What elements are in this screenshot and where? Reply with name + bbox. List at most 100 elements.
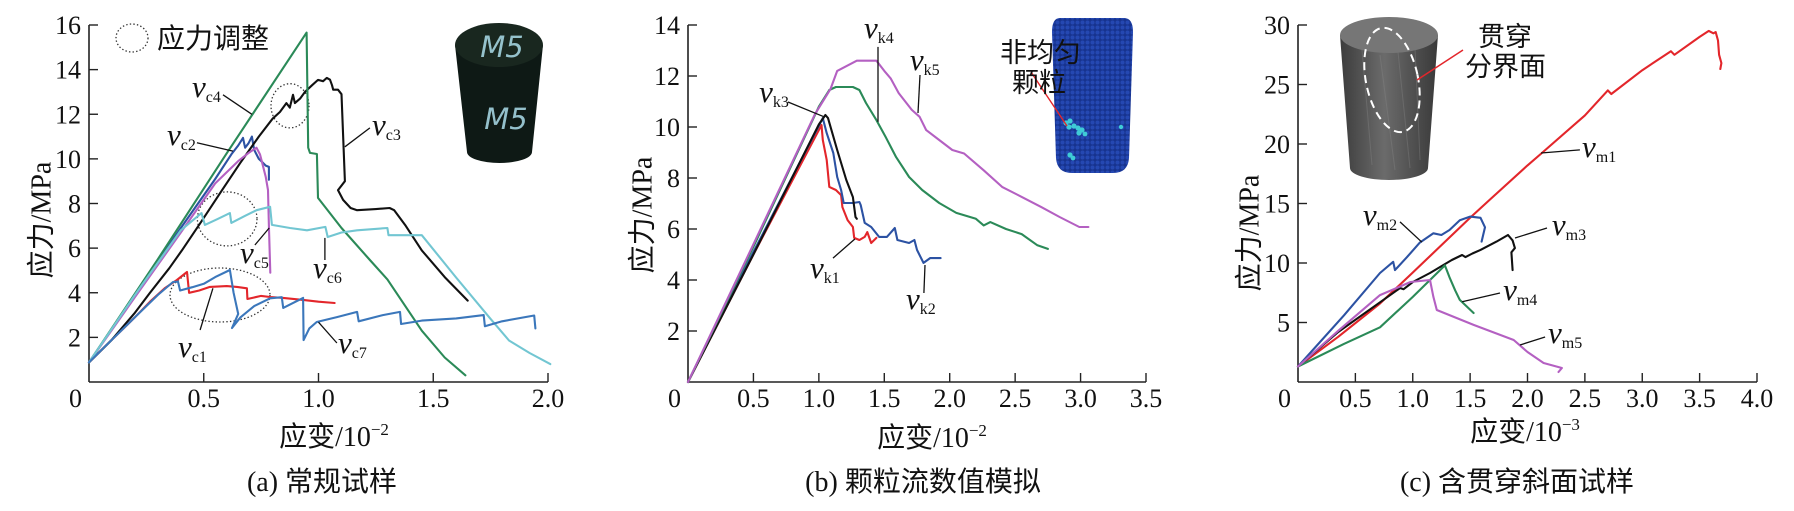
series-label-subscript: m5 [1562,335,1582,352]
series-label-vm2: vm2 [1363,197,1397,234]
x-axis-title-text: 应变/10 [1470,416,1562,448]
leader-line-vc5 [254,227,270,246]
series-label-vc4: vc4 [192,69,221,106]
specimen-body [1340,35,1438,180]
particle [1076,130,1082,136]
y-tick-label: 5 [1277,309,1290,338]
series-label-vm3: vm3 [1552,207,1586,244]
y-tick-label: 4 [68,279,81,308]
series-label-subscript: k3 [773,94,789,111]
leader-line-vm3 [1514,227,1548,239]
leader-line-vm2 [1399,221,1423,243]
particle [1118,124,1124,130]
series-label-vc1: vc1 [178,329,207,366]
series-label-subscript: c6 [327,270,342,287]
series-label-symbol: v [906,281,920,316]
leader-line-vc2 [196,142,234,152]
callout-label-line-2: 颗粒 [1012,68,1066,99]
x-axis-title-exponent: −2 [371,420,389,439]
series-line-vc1 [87,270,336,364]
series-label-subscript: c5 [254,255,269,272]
series-line-vc7 [87,268,537,364]
series-label-vm5: vm5 [1548,315,1582,352]
series-label-symbol: v [1548,315,1562,350]
leader-line-vm4 [1461,292,1501,303]
x-axis-title: 应变/10−3 [1470,415,1580,448]
legend-symbol-dotted-circle [115,23,149,53]
x-tick-label: 0.5 [188,384,221,413]
series-label-vc3: vc3 [372,107,401,144]
y-tick-label: 14 [55,56,81,85]
x-tick-label: 2.5 [1569,384,1602,413]
y-tick-label: 12 [654,62,680,91]
y-tick-label: 2 [68,323,81,352]
x-axis-title: 应变/10−2 [279,420,389,453]
chart-c-penetrating-plane-specimen: 贯穿 分界面 0 0.5 1.0 1.5 2.0 2.5 3.0 3.5 4.0 5 10 15 20 2… [1234,11,1774,498]
specimen-top-face [1340,17,1438,53]
x-tick-label: 2.0 [1511,384,1544,413]
series-line-vc4 [87,31,467,377]
y-tick-label: 14 [654,11,680,40]
x-tick-label: 3.0 [1064,384,1097,413]
series-label-subscript: k2 [920,301,936,318]
series-label-symbol: v [1503,272,1517,307]
series-line-vm1 [1296,29,1723,368]
legend-label: 应力调整 [157,23,269,55]
callout-line [1030,71,1068,127]
x-tick-label: 0.5 [737,384,770,413]
texture-streak [1414,47,1421,161]
y-tick-label: 4 [667,266,680,295]
x-axis-title-text: 应变/10 [877,422,969,454]
series-line-vc2 [87,135,270,364]
series-line-vk5 [686,59,1090,384]
leader-line-vc4 [222,94,253,115]
series-label-symbol: v [338,325,352,360]
series-label-subscript: k1 [824,270,840,287]
series-label-subscript: m1 [1596,149,1616,166]
series-line-vm5 [1296,278,1563,374]
series-line-vk4 [686,85,1049,384]
stress-adjustment-region [196,191,258,247]
series-line-vm2 [1296,215,1487,368]
series-label-symbol: v [167,117,181,152]
series-label-symbol: v [240,235,254,270]
series-label-vm4: vm4 [1503,272,1537,309]
series-line-vk1 [686,123,878,384]
series-label-symbol: v [1552,207,1566,242]
series-label-symbol: v [1582,129,1596,164]
series-label-vk3: vk3 [759,74,789,111]
x-tick-label: 1.5 [1454,384,1487,413]
x-tick-label: 1.0 [1397,384,1430,413]
y-tick-label: 10 [654,113,680,142]
particle-model-inset: 非均匀 颗粒 [1000,18,1133,173]
series-label-subscript: m4 [1517,292,1537,309]
non-uniform-particles [1063,118,1124,161]
callout-label-line-1: 贯穿 [1478,22,1532,53]
origin-label: 0 [668,384,681,413]
series-label-symbol: v [864,10,878,45]
x-tick-label: 3.0 [1626,384,1659,413]
leader-line-vk3 [787,101,825,118]
y-tick-label: 8 [667,164,680,193]
x-tick-label: 2.0 [933,384,966,413]
series-label-subscript: k5 [924,62,940,79]
specimen-marking-top: M5 [480,30,523,64]
series-line-vm3 [1296,233,1516,368]
series-label-symbol: v [1363,197,1377,232]
x-tick-label: 1.0 [803,384,836,413]
x-axis-title-text: 应变/10 [279,421,371,453]
x-tick-label: 3.5 [1683,384,1716,413]
texture-streak [1397,51,1411,169]
y-tick-label: 12 [55,100,81,129]
y-tick-label: 10 [55,145,81,174]
series-label-vk4: vk4 [864,10,894,47]
y-tick-label: 20 [1264,130,1290,159]
series-label-vk5: vk5 [910,42,940,79]
y-axis-title: 应力/MPa [26,161,58,278]
x-axis-title-exponent: −2 [969,421,987,440]
series-line-vc6 [87,205,552,366]
particle [1066,124,1072,130]
y-tick-label: 8 [68,190,81,219]
series-label-symbol: v [178,329,192,364]
series-label-vc6: vc6 [313,250,342,287]
